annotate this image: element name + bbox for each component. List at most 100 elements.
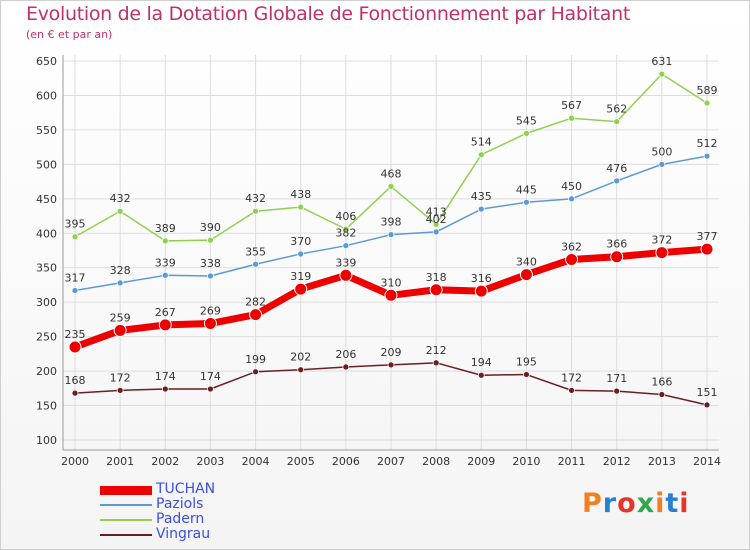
chart-subtitle: (en € et par an) bbox=[26, 28, 113, 41]
x-tick-label: 2006 bbox=[332, 455, 360, 468]
data-label-tuchan: 282 bbox=[245, 296, 266, 309]
y-tick-label: 300 bbox=[36, 296, 57, 309]
x-tick-label: 2008 bbox=[422, 455, 450, 468]
data-point-tuchan bbox=[158, 318, 172, 332]
data-label-padern: 390 bbox=[200, 221, 221, 234]
data-point-paziols bbox=[207, 272, 214, 280]
data-point-vingrau bbox=[342, 363, 350, 371]
data-point-paziols bbox=[342, 242, 350, 250]
legend-label: TUCHAN bbox=[156, 481, 216, 497]
chart-title: Evolution de la Dotation Globale de Fonc… bbox=[26, 3, 631, 25]
data-point-paziols bbox=[71, 287, 79, 294]
legend-label: Padern bbox=[156, 511, 205, 527]
data-point-vingrau bbox=[252, 368, 259, 376]
data-label-padern: 389 bbox=[155, 222, 176, 235]
data-label-padern: 406 bbox=[335, 210, 356, 223]
data-label-vingrau: 172 bbox=[561, 371, 582, 384]
y-tick-label: 100 bbox=[36, 434, 57, 447]
data-point-tuchan bbox=[700, 242, 714, 256]
data-label-padern: 432 bbox=[245, 192, 266, 205]
data-label-paziols: 355 bbox=[245, 245, 266, 258]
data-point-paziols bbox=[252, 260, 259, 268]
y-tick-label: 650 bbox=[36, 55, 57, 68]
data-label-tuchan: 362 bbox=[561, 240, 582, 253]
data-point-vingrau bbox=[116, 387, 124, 394]
data-point-tuchan bbox=[203, 317, 217, 331]
data-label-padern: 631 bbox=[651, 55, 672, 68]
data-label-paziols: 476 bbox=[606, 162, 627, 175]
data-point-tuchan bbox=[249, 308, 263, 322]
data-label-tuchan: 259 bbox=[110, 311, 131, 324]
data-point-paziols bbox=[613, 177, 621, 185]
data-point-vingrau bbox=[613, 387, 621, 395]
legend-swatch bbox=[100, 485, 152, 495]
data-label-tuchan: 267 bbox=[155, 306, 176, 319]
data-point-padern bbox=[703, 99, 711, 107]
data-point-vingrau bbox=[207, 385, 214, 393]
data-label-padern: 514 bbox=[471, 136, 492, 149]
data-label-tuchan: 310 bbox=[381, 276, 402, 289]
data-label-vingrau: 202 bbox=[290, 351, 311, 364]
data-point-paziols bbox=[116, 279, 124, 287]
data-label-padern: 413 bbox=[426, 205, 447, 218]
x-tick-label: 2013 bbox=[648, 455, 676, 468]
data-label-padern: 432 bbox=[110, 192, 131, 205]
data-label-tuchan: 339 bbox=[335, 256, 356, 269]
x-tick-label: 2014 bbox=[693, 455, 721, 468]
x-tick-label: 2005 bbox=[287, 455, 315, 468]
data-point-tuchan bbox=[68, 340, 82, 354]
proxiti-logo: Proxiti bbox=[582, 488, 690, 519]
data-point-vingrau bbox=[161, 385, 169, 393]
y-tick-label: 550 bbox=[36, 124, 57, 137]
data-point-padern bbox=[252, 207, 259, 215]
data-point-tuchan bbox=[519, 268, 533, 282]
data-point-vingrau bbox=[703, 401, 711, 409]
data-point-padern bbox=[613, 118, 621, 125]
y-tick-label: 600 bbox=[36, 89, 57, 102]
data-label-vingrau: 174 bbox=[155, 370, 176, 383]
x-tick-label: 2003 bbox=[196, 455, 224, 468]
data-label-vingrau: 166 bbox=[651, 376, 672, 389]
data-point-padern bbox=[568, 114, 575, 122]
legend-swatch bbox=[100, 534, 152, 536]
x-tick-label: 2002 bbox=[151, 455, 179, 468]
legend-label: Vingrau bbox=[156, 526, 211, 542]
x-tick-label: 2010 bbox=[512, 455, 540, 468]
data-label-padern: 395 bbox=[65, 218, 86, 231]
x-tick-label: 2000 bbox=[61, 455, 89, 468]
data-point-tuchan bbox=[429, 283, 443, 297]
y-tick-label: 200 bbox=[36, 365, 57, 378]
data-label-vingrau: 206 bbox=[335, 348, 356, 361]
y-tick-label: 450 bbox=[36, 193, 57, 206]
data-point-tuchan bbox=[474, 284, 488, 298]
x-tick-label: 2001 bbox=[106, 455, 134, 468]
data-point-tuchan bbox=[565, 252, 579, 266]
data-label-paziols: 370 bbox=[290, 235, 311, 248]
data-point-paziols bbox=[387, 231, 395, 239]
data-label-paziols: 435 bbox=[471, 190, 492, 203]
data-point-padern bbox=[161, 237, 169, 245]
data-point-paziols bbox=[523, 198, 530, 206]
data-point-vingrau bbox=[568, 387, 575, 394]
legend-label: Paziols bbox=[156, 496, 204, 512]
data-point-tuchan bbox=[655, 246, 669, 260]
data-label-vingrau: 194 bbox=[471, 356, 492, 369]
data-label-paziols: 512 bbox=[697, 137, 718, 150]
data-point-padern bbox=[432, 220, 440, 228]
data-label-paziols: 338 bbox=[200, 257, 221, 270]
data-label-paziols: 382 bbox=[335, 227, 356, 240]
legend-swatch bbox=[100, 519, 152, 521]
data-label-vingrau: 209 bbox=[381, 346, 402, 359]
data-point-padern bbox=[297, 203, 305, 211]
data-point-paziols bbox=[161, 271, 169, 279]
data-label-vingrau: 174 bbox=[200, 370, 221, 383]
data-label-padern: 562 bbox=[606, 103, 627, 116]
data-point-tuchan bbox=[384, 288, 398, 302]
data-label-tuchan: 377 bbox=[697, 230, 718, 243]
data-label-padern: 545 bbox=[516, 114, 537, 127]
data-point-padern bbox=[71, 233, 79, 241]
data-point-paziols bbox=[297, 250, 305, 258]
data-point-padern bbox=[207, 236, 214, 244]
data-point-padern bbox=[116, 207, 124, 215]
y-tick-label: 500 bbox=[36, 158, 57, 171]
